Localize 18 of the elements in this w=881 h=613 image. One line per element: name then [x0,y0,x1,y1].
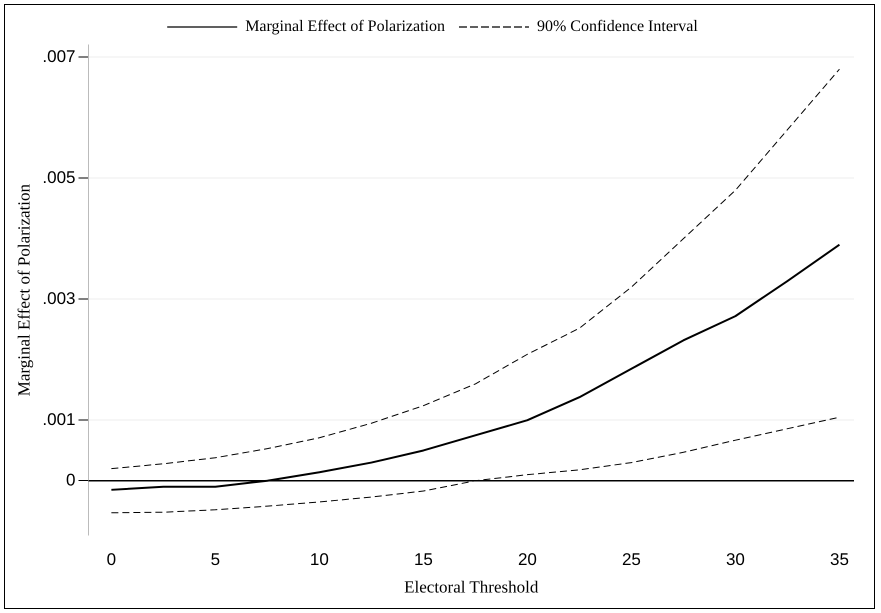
x-tick-label: 35 [830,550,849,570]
x-tick-label: 0 [106,550,116,570]
y-tick-label: .005 [42,168,76,187]
y-tick-label: .007 [42,46,76,66]
y-tick-label: .001 [42,410,76,429]
x-tick-label: 15 [414,550,433,570]
line-series [110,68,840,470]
x-tick-label: 10 [310,550,329,570]
x-tick-label: 20 [518,550,537,570]
x-tick-label: 25 [622,550,641,570]
y-tick-label: .003 [42,288,76,308]
x-tick-label: 5 [210,550,220,570]
legend-label: 90% Confidence Interval [536,18,698,36]
x-tick-label: 30 [726,550,745,570]
y-tick-label: 0 [66,470,76,490]
x-axis-title: Electoral Threshold [404,577,539,596]
legend-label: Marginal Effect of Polarization [245,18,445,36]
y-axis-title: Marginal Effect of Polarization [14,183,34,396]
